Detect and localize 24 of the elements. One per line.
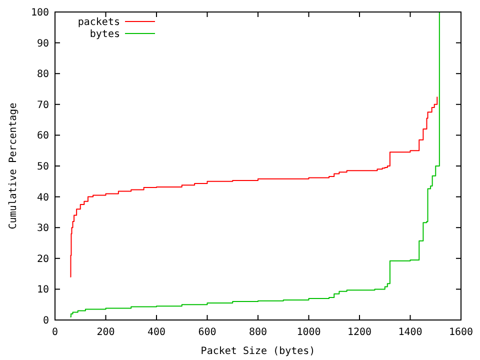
y-tick-label: 80 (36, 69, 49, 80)
x-tick-label: 400 (147, 327, 166, 338)
x-tick-label: 0 (52, 327, 58, 338)
y-tick-label: 0 (42, 316, 49, 326)
legend-label: packets (78, 17, 120, 28)
x-axis-title: Packet Size (bytes) (200, 346, 316, 357)
x-tick-label: 800 (248, 327, 268, 338)
y-tick-label: 50 (36, 162, 49, 172)
x-tick-label: 1600 (448, 327, 474, 338)
y-axis-title: Cumulative Percentage (8, 102, 19, 230)
y-tick-label: 60 (36, 130, 49, 142)
y-tick-label: 100 (30, 8, 49, 18)
x-tick-label: 1400 (398, 327, 422, 338)
x-tick-label: 200 (96, 327, 115, 338)
x-tick-label: 600 (198, 327, 216, 338)
legend-label: bytes (90, 29, 120, 40)
y-tick-label: 40 (36, 192, 49, 204)
y-tick-label: 70 (36, 100, 49, 111)
y-tick-label: 90 (36, 38, 49, 50)
x-tick-label: 1000 (296, 327, 321, 338)
y-tick-label: 10 (36, 284, 49, 296)
y-tick-label: 30 (36, 223, 49, 234)
y-tick-label: 20 (36, 254, 49, 265)
x-tick-label: 1200 (347, 327, 372, 338)
